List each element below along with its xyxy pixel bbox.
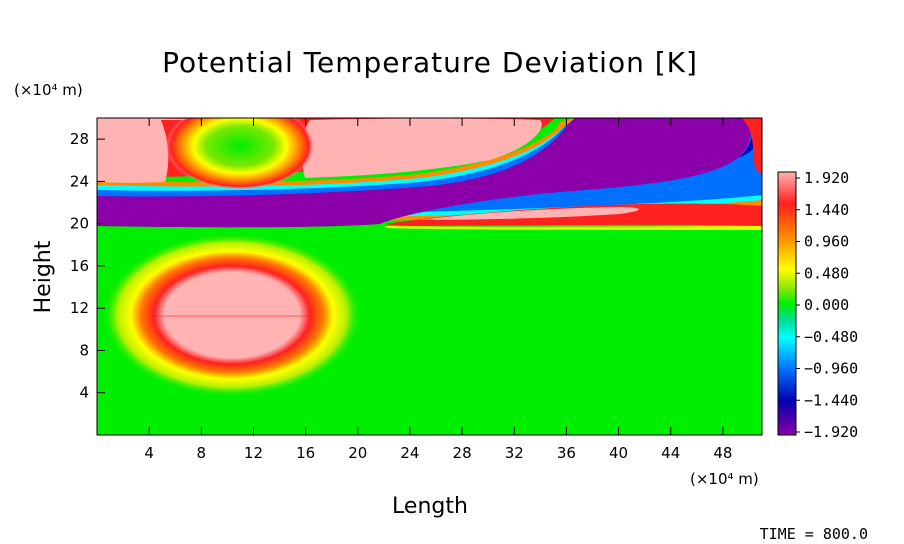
y-tick-label: 24 xyxy=(70,172,89,190)
x-tick-label: 12 xyxy=(244,444,263,462)
x-tick-label: 36 xyxy=(557,444,576,462)
y-tick-label: 8 xyxy=(79,341,89,359)
neutral-pocket xyxy=(165,118,315,190)
x-tick-label: 24 xyxy=(400,444,419,462)
y-tick-label: 20 xyxy=(70,215,89,233)
x-tick-label: 44 xyxy=(661,444,680,462)
right-edge-warm-fringe xyxy=(742,118,762,175)
colorbar-level-label: 1.440 xyxy=(804,201,849,219)
colorbar-level-label: −1.440 xyxy=(804,391,858,409)
colorbar-level-label: −1.920 xyxy=(804,423,858,441)
upper-warm-core-left xyxy=(97,118,169,183)
x-axis-ticks: 4 8 12 16 20 24 28 32 36 40 44 48 xyxy=(144,118,732,462)
y-axis-label: Height xyxy=(31,240,56,313)
y-axis-ticks: 4 8 12 16 20 24 28 xyxy=(70,130,105,402)
y-tick-label: 4 xyxy=(79,384,89,402)
upper-warm-core-right xyxy=(301,118,542,178)
x-tick-label: 40 xyxy=(609,444,628,462)
colorbar-level-label: 0.480 xyxy=(804,264,849,282)
cold-region xyxy=(97,118,751,228)
plot-frame xyxy=(96,117,763,436)
x-axis-unit: (×10⁴ m) xyxy=(690,470,759,488)
colorbar-level-label: 0.000 xyxy=(804,296,849,314)
contour-field xyxy=(97,118,762,435)
colorbar-level-label: 1.920 xyxy=(804,169,849,187)
colorbar xyxy=(777,171,797,436)
x-tick-label: 20 xyxy=(348,444,367,462)
colorbar-labels: 1.920 1.440 0.960 0.480 0.000 −0.480 −0.960 −1.… xyxy=(796,169,858,441)
x-tick-label: 4 xyxy=(144,444,154,462)
x-tick-label: 28 xyxy=(453,444,472,462)
x-tick-label: 48 xyxy=(713,444,732,462)
time-label: TIME = 800.0 xyxy=(760,525,868,543)
x-tick-label: 16 xyxy=(296,444,315,462)
colorbar-level-label: −0.480 xyxy=(804,328,858,346)
colorbar-level-label: 0.960 xyxy=(804,233,849,251)
x-tick-label: 32 xyxy=(505,444,524,462)
y-tick-label: 16 xyxy=(70,257,89,275)
warm-lens-core xyxy=(420,207,639,220)
warm-bubble xyxy=(102,233,362,397)
x-tick-label: 8 xyxy=(197,444,207,462)
y-tick-label: 12 xyxy=(70,299,89,317)
colorbar-level-label: −0.960 xyxy=(804,360,858,378)
y-axis-unit: (×10⁴ m) xyxy=(14,81,83,99)
y-tick-label: 28 xyxy=(70,130,89,148)
chart-title: Potential Temperature Deviation [K] xyxy=(162,46,698,79)
x-axis-label: Length xyxy=(392,494,468,519)
